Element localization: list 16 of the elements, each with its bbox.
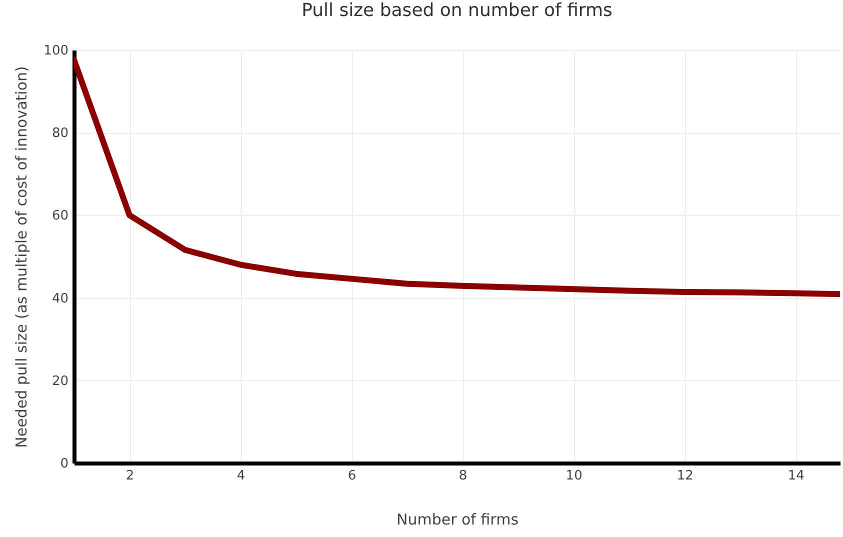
x-tick-label: 12 xyxy=(676,468,694,484)
x-tick-label: 14 xyxy=(788,468,804,484)
y-tick-label: 60 xyxy=(52,208,68,224)
x-tick-label: 10 xyxy=(566,468,582,484)
y-tick-label: 80 xyxy=(52,126,68,142)
y-axis-title: Needed pull size (as multiple of cost of innovation) xyxy=(12,66,31,448)
y-tick-label: 100 xyxy=(44,44,68,58)
x-tick-label: 4 xyxy=(236,468,246,484)
chart-title: Pull size based on number of firms xyxy=(302,0,612,21)
y-tick-label: 20 xyxy=(52,374,68,389)
x-tick-label: 6 xyxy=(348,468,356,484)
y-tick-label: 40 xyxy=(52,291,68,306)
x-tick-label: 2 xyxy=(126,468,134,484)
x-tick-label: 8 xyxy=(458,468,468,484)
y-tick-label: 0 xyxy=(60,456,68,472)
x-axis-title: Number of firms xyxy=(396,510,519,528)
